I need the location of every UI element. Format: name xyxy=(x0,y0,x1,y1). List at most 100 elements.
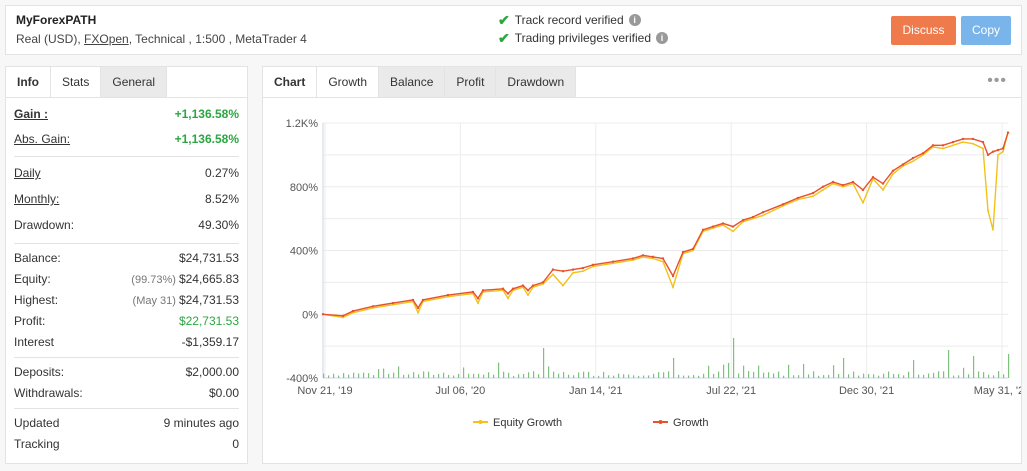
volume-bar xyxy=(618,373,620,378)
equity-growth-point xyxy=(997,153,999,156)
growth-point xyxy=(411,298,415,302)
volume-bar xyxy=(443,372,445,378)
volume-bar xyxy=(613,375,615,378)
y-tick-label: 0% xyxy=(302,309,318,321)
equity-growth-point xyxy=(582,270,584,273)
updated-value: 9 minutes ago xyxy=(163,415,239,430)
equity-growth-point xyxy=(742,220,744,223)
volume-bar xyxy=(643,375,645,378)
growth-point xyxy=(416,306,420,310)
tab-drawdown[interactable]: Drawdown xyxy=(496,67,577,97)
x-tick-label: Dec 30, '21 xyxy=(839,385,894,397)
x-tick-label: Jul 22, '21 xyxy=(706,385,756,397)
volume-bar xyxy=(948,350,950,378)
drawdown-value: 49.30% xyxy=(198,218,239,232)
volume-bar xyxy=(683,375,685,378)
growth-point xyxy=(971,137,975,141)
profit-value: $22,731.53 xyxy=(178,313,239,328)
growth-point xyxy=(721,222,725,225)
y-tick-label: 400% xyxy=(290,246,318,258)
equity-growth-point xyxy=(542,283,544,285)
volume-bar xyxy=(718,371,720,378)
volume-bar xyxy=(553,371,555,378)
volume-bar xyxy=(703,373,705,378)
growth-point xyxy=(321,313,325,316)
growth-point xyxy=(911,156,915,160)
growth-point xyxy=(611,260,615,263)
volume-bar xyxy=(918,374,920,378)
volume-bar xyxy=(588,371,590,378)
abs-gain-label[interactable]: Abs. Gain: xyxy=(14,131,71,146)
legend-growth-marker xyxy=(658,420,663,424)
tab-info[interactable]: Info xyxy=(6,67,51,97)
chart-tab-bar: Chart Growth Balance Profit Drawdown ••• xyxy=(263,67,1021,98)
highest-date: (May 31) xyxy=(132,294,176,307)
monthly-label[interactable]: Monthly: xyxy=(14,192,60,206)
equity-growth-point xyxy=(912,160,914,163)
gain-label[interactable]: Gain : xyxy=(14,106,49,121)
y-tick-label: 800% xyxy=(290,182,318,194)
more-options-icon[interactable]: ••• xyxy=(987,72,1007,89)
legend-equity-marker xyxy=(478,420,483,424)
tab-growth[interactable]: Growth xyxy=(317,67,380,97)
tab-balance[interactable]: Balance xyxy=(379,67,446,97)
withdrawals-label: Withdrawals: xyxy=(14,385,83,400)
copy-button[interactable]: Copy xyxy=(961,16,1011,45)
growth-point xyxy=(481,289,485,292)
tab-chart[interactable]: Chart xyxy=(263,67,318,97)
stats-panel: Info Stats General Gain : +1,136.58% Abs.… xyxy=(5,66,248,464)
growth-point xyxy=(651,255,655,259)
growth-point xyxy=(986,153,990,157)
growth-point xyxy=(961,137,965,141)
discuss-button[interactable]: Discuss xyxy=(891,16,956,45)
volume-bar xyxy=(448,374,450,378)
volume-bar xyxy=(723,364,725,378)
x-tick-label: Jan 14, '21 xyxy=(569,385,622,397)
monthly-value: 8.52% xyxy=(204,192,239,206)
volume-bar xyxy=(828,374,830,378)
info-icon[interactable]: i xyxy=(656,32,669,44)
volume-bar xyxy=(488,372,490,378)
chart-legend: Equity Growth Growth xyxy=(473,417,708,429)
volume-bar xyxy=(888,371,890,378)
broker-link[interactable]: FXOpen xyxy=(84,32,129,46)
growth-point xyxy=(541,281,545,284)
volume-bar xyxy=(853,371,855,378)
volume-bar xyxy=(453,375,455,378)
x-tick-label: Jul 06, '20 xyxy=(435,385,485,397)
growth-point xyxy=(501,287,505,290)
volume-bar xyxy=(923,374,925,378)
volume-bar xyxy=(773,373,775,378)
info-icon[interactable]: i xyxy=(628,14,641,26)
equity-growth-point xyxy=(662,260,664,263)
drawdown-label: Drawdown: xyxy=(14,218,75,232)
equity-growth-point xyxy=(987,209,989,212)
equity-growth-point xyxy=(812,195,814,198)
growth-point xyxy=(796,196,800,200)
equity-growth-point xyxy=(1002,150,1004,153)
volume-bar xyxy=(938,371,940,378)
equity-growth-point xyxy=(552,273,554,276)
growth-point xyxy=(581,266,585,270)
daily-label[interactable]: Daily xyxy=(14,166,41,180)
volume-bar xyxy=(378,369,380,378)
volume-bar xyxy=(573,375,575,378)
volume-bar xyxy=(688,375,690,378)
volume-bar xyxy=(748,371,750,378)
volume-bar xyxy=(693,375,695,378)
growth-line xyxy=(322,132,1009,317)
volume-bar xyxy=(638,375,640,378)
tab-profit[interactable]: Profit xyxy=(445,67,497,97)
equity-growth-point xyxy=(352,311,354,314)
growth-chart[interactable]: 1.2K% 800% 400% 0% -400% Nov 21, '19 Jul 06, … xyxy=(263,98,1021,463)
equity-growth-point xyxy=(507,297,509,300)
volume-bar xyxy=(463,367,465,378)
check-icon: ✔ xyxy=(498,30,510,46)
tab-stats[interactable]: Stats xyxy=(51,67,102,97)
growth-point xyxy=(691,247,695,251)
volume-bar xyxy=(843,358,845,378)
tab-general[interactable]: General xyxy=(101,67,168,97)
volume-bar xyxy=(768,372,770,378)
volume-bar xyxy=(848,374,850,378)
growth-point xyxy=(526,289,530,292)
